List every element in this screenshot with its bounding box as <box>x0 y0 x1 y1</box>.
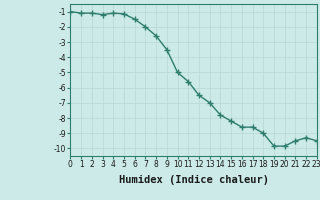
X-axis label: Humidex (Indice chaleur): Humidex (Indice chaleur) <box>119 175 268 185</box>
